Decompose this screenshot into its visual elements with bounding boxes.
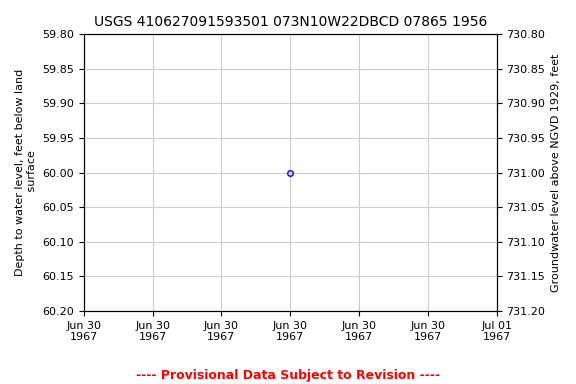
Text: ---- Provisional Data Subject to Revision ----: ---- Provisional Data Subject to Revisio… (136, 369, 440, 382)
Y-axis label: Groundwater level above NGVD 1929, feet: Groundwater level above NGVD 1929, feet (551, 53, 561, 292)
Y-axis label: Depth to water level, feet below land
 surface: Depth to water level, feet below land su… (15, 69, 37, 276)
Title: USGS 410627091593501 073N10W22DBCD 07865 1956: USGS 410627091593501 073N10W22DBCD 07865… (94, 15, 487, 29)
